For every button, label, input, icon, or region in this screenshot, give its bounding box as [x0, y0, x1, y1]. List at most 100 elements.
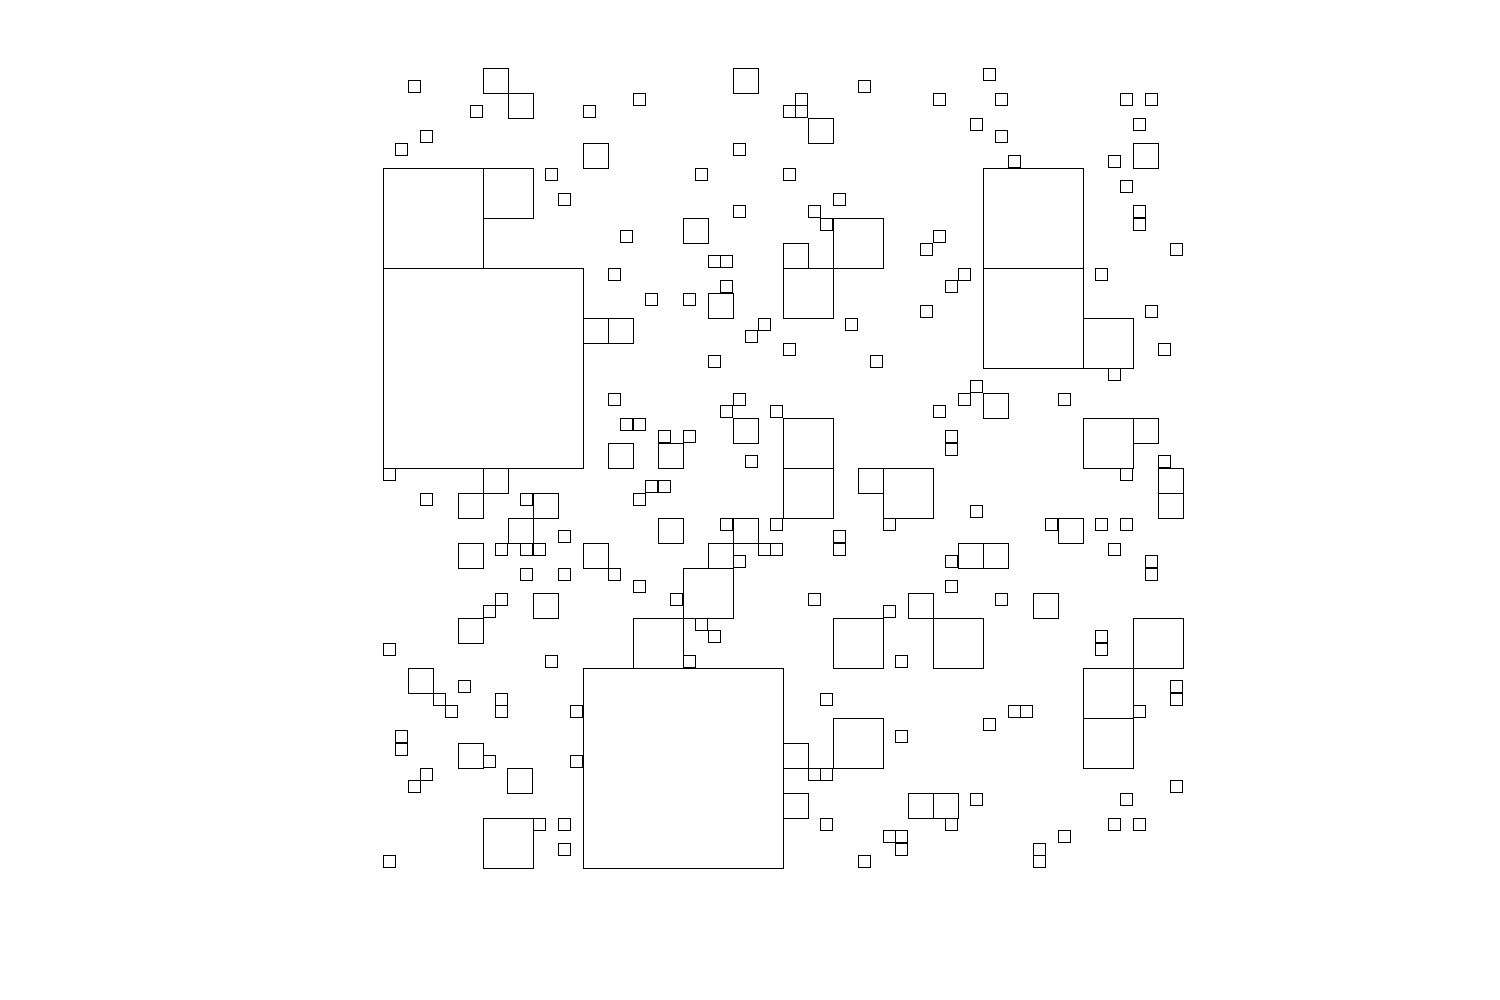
tile-square [1145, 568, 1158, 581]
tile-square [745, 455, 758, 468]
tile-square [833, 618, 884, 669]
tile-square [758, 543, 771, 556]
tile-square [458, 680, 471, 693]
tile-square [920, 243, 933, 256]
tile-square [570, 705, 583, 718]
tile-square [995, 93, 1008, 106]
tile-square [683, 218, 709, 244]
tile-square [883, 518, 896, 531]
tile-square [1158, 493, 1184, 519]
tile-square [1170, 680, 1183, 693]
tile-square [683, 568, 734, 619]
tile-square [770, 518, 783, 531]
tile-square [845, 318, 858, 331]
tile-square [1133, 818, 1146, 831]
tile-square [783, 243, 809, 269]
tile-square [483, 818, 534, 869]
tile-square [1083, 718, 1134, 769]
tile-square [895, 655, 908, 668]
tile-square [383, 168, 484, 269]
tile-square [933, 93, 946, 106]
tile-square [1120, 468, 1133, 481]
tile-square [658, 430, 671, 443]
tile-square [1033, 593, 1059, 619]
tile-square [733, 68, 759, 94]
tile-square [520, 493, 533, 506]
tile-square [783, 468, 834, 519]
tile-square [1133, 705, 1146, 718]
tile-square [383, 468, 396, 481]
tile-square [1158, 343, 1171, 356]
tile-square [645, 293, 658, 306]
tile-square [733, 205, 746, 218]
tile-square [870, 355, 883, 368]
tile-square [383, 643, 396, 656]
tile-square [1095, 518, 1108, 531]
tile-square [1133, 205, 1146, 218]
tile-square [533, 818, 546, 831]
tile-square [658, 443, 684, 469]
tile-square [1133, 418, 1159, 444]
tile-square [458, 618, 484, 644]
tile-square [608, 443, 634, 469]
tile-square [408, 668, 434, 694]
tile-square [720, 280, 733, 293]
tile-square [1095, 643, 1108, 656]
tile-square [658, 518, 684, 544]
tile-square [895, 730, 908, 743]
tile-square [608, 318, 634, 344]
tile-square [720, 518, 733, 531]
tile-square [507, 768, 533, 794]
tile-square [945, 580, 958, 593]
tile-square [1170, 243, 1183, 256]
tile-square [495, 693, 508, 706]
tile-square [445, 705, 458, 718]
tile-square [958, 543, 984, 569]
tile-square [1033, 843, 1046, 856]
tile-square [833, 218, 884, 269]
tile-square [1145, 93, 1158, 106]
tile-square [583, 543, 609, 569]
tile-square [1158, 468, 1184, 494]
tile-square [583, 105, 596, 118]
tile-square [1083, 318, 1134, 369]
tile-square [808, 768, 821, 781]
tile-square [420, 768, 433, 781]
tile-square [695, 168, 708, 181]
tile-square [620, 230, 633, 243]
tile-square [820, 218, 833, 231]
tile-square [983, 543, 1009, 569]
tile-square [633, 580, 646, 593]
tile-square [783, 105, 796, 118]
tile-square [720, 255, 733, 268]
tile-square [433, 693, 446, 706]
tile-square [758, 318, 771, 331]
tile-square [970, 505, 983, 518]
tile-square [458, 743, 484, 769]
tile-square [608, 568, 621, 581]
tile-square [545, 655, 558, 668]
tile-square [558, 568, 571, 581]
tile-square [1133, 618, 1184, 669]
tile-square [383, 268, 584, 469]
tile-square [458, 493, 484, 519]
tile-square [508, 93, 534, 119]
tile-square [908, 793, 934, 819]
tile-square [483, 605, 496, 618]
tile-square [970, 118, 983, 131]
tile-square [408, 80, 421, 93]
tile-square [908, 593, 934, 619]
tile-square [833, 718, 884, 769]
tile-square [695, 618, 708, 631]
tile-square [708, 255, 721, 268]
tile-square [745, 330, 758, 343]
tile-square [808, 118, 834, 144]
tile-square [783, 343, 796, 356]
tile-square [783, 268, 834, 319]
tile-square [1095, 630, 1108, 643]
tile-square [783, 743, 809, 769]
tile-square [795, 93, 808, 106]
tile-square [583, 143, 609, 169]
tile-square [683, 293, 696, 306]
tile-square [883, 468, 934, 519]
